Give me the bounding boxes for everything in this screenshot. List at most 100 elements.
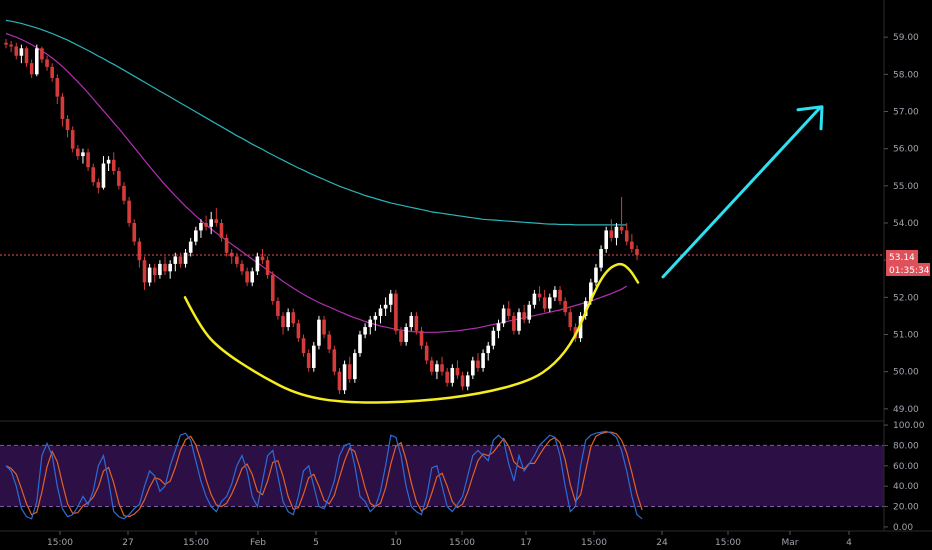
- candle-body: [450, 367, 455, 383]
- time-tick-label: 27: [122, 538, 133, 548]
- candle-body: [394, 293, 398, 331]
- stochastic-k-line: [5, 430, 643, 520]
- candle-body: [358, 334, 362, 354]
- candle-body: [322, 319, 326, 335]
- candle-body: [476, 360, 480, 368]
- time-tick-label: 15:00: [449, 538, 475, 548]
- time-axis[interactable]: 15:00 27 15:00 Feb 5 10 15:00 17 15:00 24 15:00 Mar…: [0, 530, 932, 548]
- candle-body: [501, 308, 506, 324]
- candle-body: [553, 289, 557, 298]
- candle-body: [471, 360, 475, 376]
- candle-body: [583, 301, 588, 316]
- candle-body: [173, 256, 178, 264]
- candle-body: [29, 63, 34, 75]
- candle-body: [137, 241, 142, 261]
- candle-body: [445, 371, 449, 383]
- candle-body: [265, 260, 270, 276]
- stochastic-d-line: [5, 431, 643, 518]
- candle-body: [317, 319, 321, 346]
- candle-body: [594, 267, 598, 283]
- candle-body: [614, 226, 619, 238]
- candle-body: [409, 315, 414, 328]
- candle-body: [132, 223, 137, 242]
- candle-body: [512, 315, 516, 331]
- candle-body: [404, 327, 408, 342]
- candle-body: [286, 312, 290, 328]
- stochastic-pane[interactable]: [0, 430, 884, 520]
- target-arrow-drawing[interactable]: [661, 105, 824, 279]
- candle-body: [224, 237, 229, 253]
- candle-body: [250, 271, 255, 283]
- arrow-head: [796, 105, 824, 131]
- candle-body: [424, 345, 429, 361]
- candle-body: [199, 223, 203, 231]
- time-tick-label: 10: [390, 538, 402, 548]
- candle-body: [19, 48, 24, 56]
- candle-body: [589, 282, 593, 302]
- candle-body: [9, 44, 13, 47]
- candle-body: [342, 364, 347, 391]
- candle-body: [506, 308, 511, 316]
- candle-body: [558, 289, 562, 302]
- candle-body: [624, 230, 629, 242]
- candle-body: [214, 219, 219, 224]
- countdown-tag-bg: [886, 263, 930, 276]
- candle-body: [14, 46, 19, 56]
- candle-body: [4, 42, 8, 45]
- candle-body: [24, 48, 29, 64]
- time-tick-label: 17: [520, 538, 531, 548]
- candle-body: [178, 256, 183, 264]
- candle-body: [235, 256, 239, 264]
- candle-body: [537, 293, 542, 298]
- time-tick-label: 4: [846, 538, 852, 548]
- candle-body: [245, 271, 249, 283]
- candle-body: [34, 48, 39, 75]
- candle-body: [168, 263, 172, 272]
- candle-body: [40, 48, 44, 60]
- candle-body: [332, 349, 337, 372]
- candle-body: [383, 304, 388, 309]
- price-pane[interactable]: [0, 19, 884, 404]
- candle-body: [101, 163, 106, 188]
- candle-body: [542, 297, 547, 309]
- candle-body: [209, 219, 213, 227]
- candle-body: [429, 360, 434, 372]
- candle-body: [281, 315, 285, 328]
- candle-body: [399, 330, 403, 342]
- candle-body: [276, 301, 280, 316]
- candle-body: [337, 371, 342, 391]
- stochastic-tick-label: 80.00: [893, 441, 919, 451]
- cup-handle-drawing[interactable]: [183, 262, 640, 404]
- candle-body: [619, 226, 624, 231]
- candle-body: [604, 230, 609, 250]
- candle-body: [465, 375, 470, 387]
- price-tick-label: 59.00: [893, 33, 919, 43]
- candle-body: [70, 130, 75, 149]
- candle-body: [630, 241, 634, 250]
- candle-body: [152, 267, 157, 276]
- candle-body: [122, 185, 126, 201]
- last-price-tag-bg: [886, 250, 918, 263]
- price-tick-label: 49.00: [893, 405, 919, 415]
- price-tick-label: 58.00: [893, 70, 919, 80]
- price-tick-label: 55.00: [893, 182, 919, 192]
- candle-body: [327, 334, 331, 350]
- price-axis[interactable]: 49.0050.0051.0052.0053.0054.0055.0056.00…: [883, 0, 930, 533]
- price-tick-label: 50.00: [893, 368, 919, 378]
- stochastic-tick-label: 0.00: [893, 523, 913, 533]
- candle-body: [347, 364, 352, 380]
- candle-body: [291, 312, 296, 324]
- candle-body: [312, 345, 316, 368]
- stochastic-tick-label: 60.00: [893, 462, 919, 472]
- candle-body: [229, 252, 234, 257]
- time-tick-label: 15:00: [183, 538, 209, 548]
- candle-body: [460, 375, 465, 387]
- candle-body: [486, 345, 491, 354]
- candle-body: [255, 256, 260, 272]
- candle-body: [481, 353, 485, 368]
- candle-body: [45, 59, 49, 67]
- price-tick-label: 57.00: [893, 108, 919, 118]
- candle-body: [455, 367, 460, 376]
- last-price-label: 53.14: [889, 253, 915, 263]
